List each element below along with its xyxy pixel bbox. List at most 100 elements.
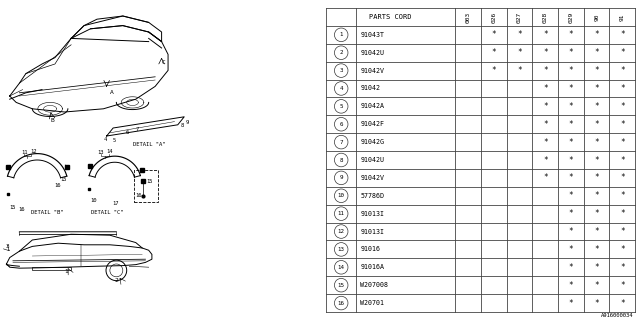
Text: 12: 12: [31, 149, 37, 154]
Text: *: *: [568, 120, 573, 129]
Text: *: *: [543, 138, 547, 147]
Text: *: *: [595, 156, 599, 164]
Text: *: *: [620, 263, 625, 272]
Text: 91042U: 91042U: [360, 157, 384, 163]
Text: 4: 4: [104, 137, 107, 142]
Text: 7: 7: [136, 127, 139, 132]
Text: *: *: [620, 120, 625, 129]
Text: 3: 3: [5, 244, 9, 249]
Text: *: *: [595, 173, 599, 182]
Text: *: *: [568, 281, 573, 290]
Text: 8: 8: [339, 157, 343, 163]
Text: 91042: 91042: [360, 85, 380, 92]
Text: *: *: [492, 48, 496, 57]
Text: 91043T: 91043T: [360, 32, 384, 38]
Text: *: *: [543, 30, 547, 39]
Text: *: *: [543, 66, 547, 75]
Text: *: *: [620, 138, 625, 147]
Text: 5: 5: [113, 138, 116, 143]
Text: 13: 13: [98, 149, 104, 155]
Text: *: *: [568, 66, 573, 75]
Text: 15: 15: [60, 177, 67, 182]
Text: *: *: [568, 30, 573, 39]
Text: *: *: [568, 209, 573, 218]
Text: *: *: [595, 138, 599, 147]
Text: *: *: [568, 173, 573, 182]
Text: *: *: [620, 227, 625, 236]
Text: *: *: [620, 66, 625, 75]
Text: 57786D: 57786D: [360, 193, 384, 199]
Text: 003: 003: [465, 11, 470, 23]
Text: W207008: W207008: [360, 282, 388, 288]
Text: 91042V: 91042V: [360, 175, 384, 181]
Text: 91016: 91016: [360, 246, 380, 252]
Text: 91042U: 91042U: [360, 50, 384, 56]
Text: 16: 16: [19, 207, 25, 212]
Text: 17: 17: [113, 202, 119, 206]
Text: 12: 12: [338, 229, 345, 234]
Text: 8: 8: [181, 123, 184, 128]
Text: *: *: [620, 191, 625, 200]
Text: *: *: [543, 84, 547, 93]
Text: 029: 029: [568, 11, 573, 23]
Text: *: *: [568, 191, 573, 200]
Text: *: *: [568, 299, 573, 308]
Text: *: *: [620, 173, 625, 182]
Text: 026: 026: [492, 11, 496, 23]
Text: *: *: [620, 156, 625, 164]
Text: *: *: [517, 30, 522, 39]
Text: 14: 14: [107, 149, 113, 154]
Text: *: *: [595, 102, 599, 111]
Bar: [32, 267, 71, 270]
Text: *: *: [620, 48, 625, 57]
Text: 91042G: 91042G: [360, 139, 384, 145]
Text: *: *: [492, 30, 496, 39]
Text: 91042A: 91042A: [360, 103, 384, 109]
Text: *: *: [543, 102, 547, 111]
Text: 13: 13: [338, 247, 345, 252]
Text: 10: 10: [90, 197, 97, 203]
Text: *: *: [595, 245, 599, 254]
Text: 16: 16: [136, 193, 142, 198]
Text: 16: 16: [54, 183, 61, 188]
Text: 2: 2: [339, 50, 343, 55]
Text: *: *: [543, 173, 547, 182]
Text: 6: 6: [339, 122, 343, 127]
Text: *: *: [568, 138, 573, 147]
Text: *: *: [543, 120, 547, 129]
Text: *: *: [620, 209, 625, 218]
Text: *: *: [568, 156, 573, 164]
Text: 91042V: 91042V: [360, 68, 384, 74]
Text: *: *: [568, 102, 573, 111]
Text: 028: 028: [543, 11, 548, 23]
Text: 11: 11: [21, 149, 28, 155]
Text: PARTS CORD: PARTS CORD: [369, 14, 412, 20]
Text: *: *: [492, 66, 496, 75]
Text: DETAIL "A": DETAIL "A": [132, 141, 165, 147]
Text: 14: 14: [338, 265, 345, 270]
Text: 10: 10: [338, 193, 345, 198]
Text: 9: 9: [186, 120, 189, 125]
Text: *: *: [620, 84, 625, 93]
Text: W20701: W20701: [360, 300, 384, 306]
Text: 16: 16: [338, 300, 345, 306]
Text: 91: 91: [620, 13, 625, 21]
Text: 90: 90: [594, 13, 599, 21]
Text: *: *: [595, 227, 599, 236]
Text: 027: 027: [517, 11, 522, 23]
Text: *: *: [620, 30, 625, 39]
Text: 7: 7: [339, 140, 343, 145]
Text: *: *: [595, 30, 599, 39]
Text: 11: 11: [338, 211, 345, 216]
Text: A: A: [110, 90, 114, 95]
Text: *: *: [620, 299, 625, 308]
Text: *: *: [620, 102, 625, 111]
Bar: [134, 170, 158, 202]
Text: 91042F: 91042F: [360, 121, 384, 127]
Text: *: *: [568, 263, 573, 272]
Text: 2: 2: [115, 277, 118, 283]
Text: *: *: [595, 84, 599, 93]
Text: C: C: [161, 60, 165, 65]
Text: 15: 15: [338, 283, 345, 288]
Text: *: *: [568, 84, 573, 93]
